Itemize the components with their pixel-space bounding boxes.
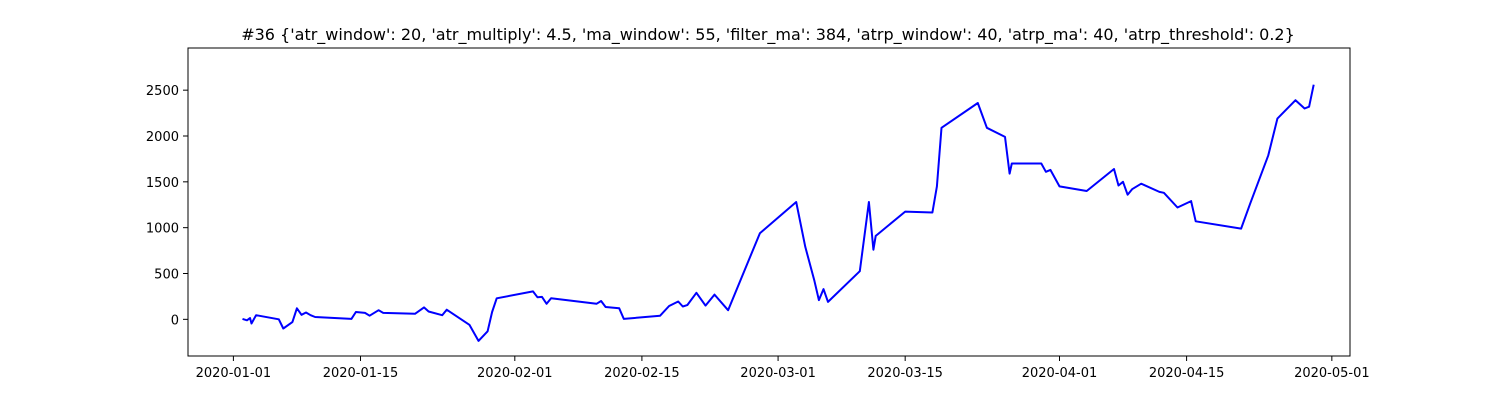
x-tick-label: 2020-02-15 <box>604 366 680 381</box>
x-tick-label: 2020-02-01 <box>477 366 553 381</box>
y-tick-label: 2000 <box>146 130 179 145</box>
x-tick-label: 2020-04-01 <box>1022 366 1098 381</box>
y-tick-label: 1000 <box>146 222 179 237</box>
x-tick-label: 2020-01-15 <box>323 366 399 381</box>
chart-title: #36 {'atr_window': 20, 'atr_multiply': 4… <box>241 25 1295 45</box>
x-tick-label: 2020-03-01 <box>740 366 816 381</box>
x-tick-label: 2020-04-15 <box>1149 366 1225 381</box>
x-tick-label: 2020-01-01 <box>196 366 272 381</box>
y-axis-ticks: 0 500 1000 1500 2000 2500 <box>146 84 188 328</box>
y-tick-label: 2500 <box>146 84 179 99</box>
x-tick-label: 2020-05-01 <box>1294 366 1370 381</box>
y-tick-label: 0 <box>171 313 179 328</box>
x-axis-ticks: 2020-01-01 2020-01-15 2020-02-01 2020-02-15… <box>196 356 1370 381</box>
y-tick-label: 1500 <box>146 176 179 191</box>
y-tick-label: 500 <box>154 268 179 283</box>
series-line <box>242 84 1315 342</box>
plot-area <box>187 47 1351 357</box>
x-tick-label: 2020-03-15 <box>867 366 943 381</box>
